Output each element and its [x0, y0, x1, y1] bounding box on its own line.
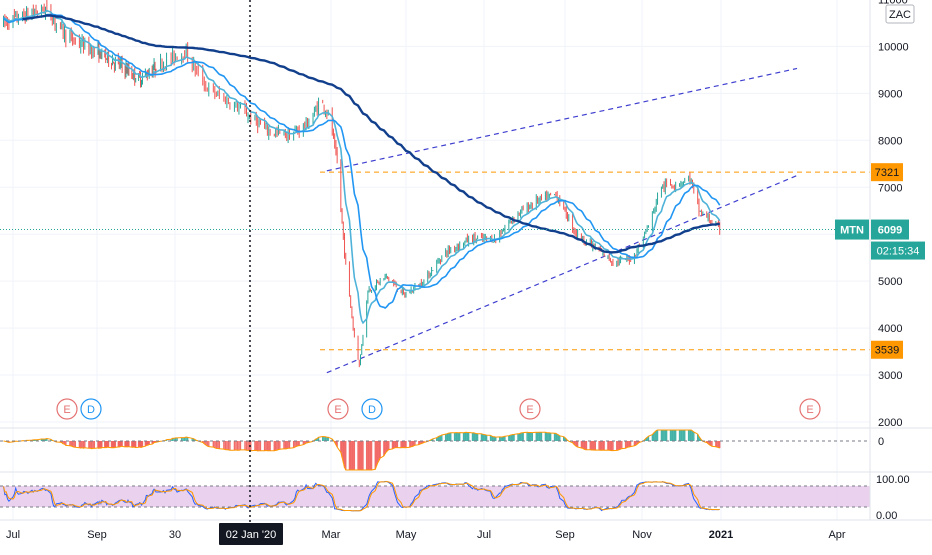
level-price-tag: 3539: [871, 340, 903, 359]
price-tick-label: 9000: [878, 88, 902, 100]
macd-signal-line: [3, 429, 720, 471]
symbol-badge: MTN: [835, 219, 869, 240]
event-marker-letter: E: [806, 404, 813, 416]
price-tick-label: 7000: [878, 182, 902, 194]
time-tick-label: Mar: [322, 529, 341, 541]
level-tag-text: 3539: [875, 345, 899, 357]
event-marker-letter: E: [526, 404, 533, 416]
time-tick-label: Sep: [87, 529, 107, 541]
time-tick-label: Jul: [477, 529, 491, 541]
moving-average-medium: [2, 13, 721, 309]
price-tick-label: 8000: [878, 135, 902, 147]
crosshair-date-bg: [219, 523, 283, 545]
channel-upper: [326, 67, 798, 172]
moving-average-slow: [22, 14, 720, 254]
current-price-tag: 6099 02:15:34: [871, 219, 925, 260]
time-tick-label: Sep: [555, 529, 575, 541]
horizontal-levels: [320, 171, 870, 351]
event-marker-circle: [519, 398, 541, 420]
exchange-badge-bg: [885, 4, 915, 24]
crosshair-date-label: 02 Jan '20: [219, 523, 283, 545]
event-marker[interactable]: D: [80, 398, 102, 420]
event-marker-circle: [361, 398, 383, 420]
price-tick-label: 11000: [878, 0, 908, 6]
macd-panel: [0, 427, 932, 471]
symbol-badge-bg: [835, 219, 869, 240]
event-marker-letter: D: [368, 404, 376, 416]
crosshair-date-text: 02 Jan '20: [226, 529, 276, 541]
axes: 2000300040005000600070008000900010000110…: [0, 0, 932, 541]
moving-averages: [2, 9, 721, 325]
event-marker-circle: [799, 398, 821, 420]
event-marker-circle: [327, 398, 349, 420]
stochastic-panel: [0, 471, 932, 512]
price-tick-label: 2000: [878, 417, 902, 429]
time-tick-label: Apr: [828, 529, 845, 541]
time-tick-label: 2021: [709, 529, 733, 541]
event-marker[interactable]: E: [799, 398, 821, 420]
level-tag-bg: [871, 340, 903, 359]
current-price-text: 6099: [878, 225, 902, 237]
exchange-badge[interactable]: ZAC: [885, 4, 915, 24]
event-marker-letter: E: [334, 404, 341, 416]
level-price-tag: 7321: [871, 163, 903, 182]
macd-tick-label: 0: [878, 436, 884, 448]
candles: [3, 0, 721, 368]
event-marker-letter: D: [87, 404, 95, 416]
moving-average-fast: [3, 9, 721, 325]
price-tick-label: 10000: [878, 41, 909, 53]
event-marker[interactable]: E: [519, 398, 541, 420]
price-tick-label: 3000: [878, 370, 902, 382]
event-marker-circle: [56, 398, 78, 420]
price-tick-label: 5000: [878, 276, 902, 288]
stoch-k-line: [3, 480, 720, 512]
countdown-text: 02:15:34: [877, 246, 920, 258]
countdown-bg: [871, 241, 925, 260]
price-tick-label: 4000: [878, 323, 902, 335]
channel-lower: [326, 174, 798, 374]
event-marker[interactable]: D: [361, 398, 383, 420]
time-tick-label: Nov: [632, 529, 652, 541]
current-price-bg: [871, 219, 909, 240]
level-tag-bg: [871, 163, 903, 182]
stoch-band: [0, 486, 870, 507]
time-tick-label: Jul: [6, 529, 20, 541]
overlays: 02 Jan '20 7321 3539 6099 02:15:34 MTN ZAC: [0, 0, 925, 545]
time-tick-label: May: [396, 529, 417, 541]
trend-channel: [326, 67, 798, 374]
stoch-d-line: [3, 481, 720, 512]
time-tick-label: 30: [169, 529, 181, 541]
exchange-badge-text: ZAC: [889, 9, 911, 21]
stoch-tick-label: 0.00: [876, 510, 897, 522]
symbol-badge-text: MTN: [840, 225, 864, 237]
grid: [0, 0, 870, 520]
event-marker[interactable]: E: [327, 398, 349, 420]
event-marker-circle: [80, 398, 102, 420]
stoch-tick-label: 100.00: [876, 474, 910, 486]
event-marker-letter: E: [63, 404, 70, 416]
event-marker[interactable]: E: [56, 398, 78, 420]
level-tag-text: 7321: [875, 167, 899, 179]
